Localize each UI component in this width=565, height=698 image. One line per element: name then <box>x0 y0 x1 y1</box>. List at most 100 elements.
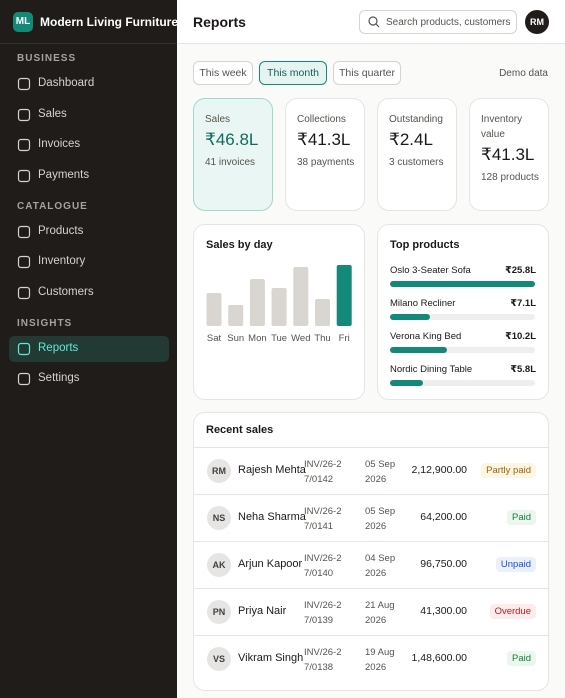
bar <box>336 265 352 326</box>
nav-item[interactable]: Invoices <box>9 132 169 158</box>
invoice-number: INV/26-27/0142 <box>304 459 342 485</box>
customer-avatar: VS <box>207 647 231 671</box>
icon-shape <box>17 342 31 355</box>
customer-avatar: NS <box>207 506 231 530</box>
status-badge: Partly paid <box>481 463 536 478</box>
invoice-number: INV/26-27/0139 <box>304 600 342 626</box>
search-placeholder: Search products, customers <box>386 17 511 28</box>
sale-row[interactable]: AK Arjun Kapoor INV/26-27/0140 04 Sep 2026 9… <box>194 541 548 588</box>
nav-label: Reports <box>38 341 79 354</box>
nav-item[interactable]: Settings <box>9 366 169 392</box>
card-title: Top products <box>390 239 460 251</box>
progress-track <box>390 347 535 353</box>
icon-shape <box>17 225 31 238</box>
sale-row[interactable]: VS Vikram Singh INV/26-27/0138 19 Aug 2026 1… <box>194 635 548 682</box>
nav-label: Sales <box>38 107 67 120</box>
avatar[interactable]: RM <box>525 10 549 34</box>
customer-name: Priya Nair <box>238 605 287 617</box>
nav-label: Products <box>38 224 84 237</box>
nav-label: Invoices <box>38 138 81 150</box>
sale-date: 05 Sep 2026 <box>365 459 396 485</box>
filter-button[interactable]: This week <box>193 61 253 85</box>
invoice-number: INV/26-27/0141 <box>304 506 342 532</box>
bar <box>315 299 330 326</box>
product-value: ₹5.8L <box>510 364 536 375</box>
product-value: ₹25.8L <box>505 265 536 276</box>
sale-amount: 64,200.00 <box>420 511 467 523</box>
nav-item[interactable]: Reports <box>9 335 169 362</box>
logo: ML <box>13 12 33 32</box>
product-name: Verona King Bed <box>390 331 462 342</box>
bar <box>271 288 287 326</box>
customer-name: Arjun Kapoor <box>238 558 303 570</box>
card-title: Recent sales <box>206 424 274 436</box>
sale-row[interactable]: RM Rajesh Mehta INV/26-27/0142 05 Sep 2026 2… <box>194 447 548 494</box>
sale-date: 05 Sep 2026 <box>365 506 396 532</box>
customer-avatar: PN <box>207 600 231 624</box>
nav-item[interactable]: Dashboard <box>9 71 169 97</box>
day-label: Mon <box>248 333 266 344</box>
sale-row[interactable]: PN Priya Nair INV/26-27/0139 21 Aug 2026 41,… <box>194 588 548 635</box>
product-name: Oslo 3-Seater Sofa <box>390 265 471 276</box>
sales-by-day-card: Sales by day Sat Sun Mon Tue Wed Thu Fri <box>193 224 365 400</box>
kpi-value: ₹41.3L <box>481 145 535 164</box>
icon-shape <box>17 372 31 386</box>
nav-item[interactable]: Customers <box>9 280 169 306</box>
icon-shape <box>17 138 31 152</box>
sale-amount: 2,12,900.00 <box>411 464 467 476</box>
recent-sales-card: Recent sales RM Rajesh Mehta INV/26-27/0142… <box>193 412 549 691</box>
kpi-sub: 41 invoices <box>205 157 256 168</box>
day-label: Fri <box>339 333 350 344</box>
kpi-value: ₹46.8L <box>205 130 259 149</box>
kpi-label: Outstanding <box>389 114 443 125</box>
filter-button[interactable]: This quarter <box>333 61 401 85</box>
customer-name: Vikram Singh <box>238 652 304 664</box>
icon-shape <box>17 108 31 121</box>
day-label: Sat <box>207 333 222 344</box>
progress-track <box>390 314 535 320</box>
section-heading: BUSINESS <box>17 53 77 64</box>
nav-label: Customers <box>38 285 94 298</box>
kpi-card: Outstanding ₹2.4L 3 customers <box>377 98 457 211</box>
bar <box>228 305 244 326</box>
kpi-card: Inventory value ₹41.3L 128 products <box>469 98 549 211</box>
kpi-value: ₹2.4L <box>389 130 433 149</box>
nav-label: Payments <box>38 168 90 181</box>
sale-row[interactable]: NS Neha Sharma INV/26-27/0141 05 Sep 2026 64… <box>194 494 548 541</box>
nav-item[interactable]: Inventory <box>9 249 169 275</box>
sale-date: 19 Aug 2026 <box>365 647 395 673</box>
icon-shape <box>17 286 31 299</box>
sale-amount: 1,48,600.00 <box>411 652 467 664</box>
progress-track <box>390 380 535 386</box>
nav-label: Settings <box>38 372 80 384</box>
icon-shape <box>17 255 31 269</box>
nav-item[interactable]: Payments <box>9 163 169 189</box>
kpi-label: Collections <box>297 114 346 125</box>
search-box[interactable]: Search products, customers <box>359 10 517 34</box>
search-icon <box>368 16 380 28</box>
invoice-number: INV/26-27/0138 <box>304 647 342 673</box>
bar <box>293 267 309 326</box>
status-badge: Unpaid <box>495 557 536 572</box>
kpi-sub: 38 payments <box>297 157 355 168</box>
sale-amount: 96,750.00 <box>420 558 467 570</box>
product-name: Nordic Dining Table <box>390 364 473 375</box>
nav-icon <box>17 77 31 91</box>
kpi-card: Sales ₹46.8L 41 invoices <box>193 98 273 211</box>
nav-item[interactable]: Products <box>9 219 169 245</box>
sale-date: 21 Aug 2026 <box>365 600 395 626</box>
section-heading: INSIGHTS <box>17 317 73 329</box>
page-title: Reports <box>193 14 246 30</box>
product-value: ₹10.2L <box>505 331 536 342</box>
sidebar: ML Modern Living Furniture BUSINESS Dashb… <box>0 0 178 698</box>
invoice-number: INV/26-27/0140 <box>304 553 342 579</box>
nav-icon <box>17 138 31 152</box>
filter-button[interactable]: This month <box>259 61 327 85</box>
brand: Modern Living Furniture <box>40 15 178 29</box>
nav-item[interactable]: Sales <box>9 102 169 128</box>
nav-icon <box>17 255 31 269</box>
kpi-sub: 128 products <box>481 172 539 183</box>
nav-label: Inventory <box>38 255 86 267</box>
